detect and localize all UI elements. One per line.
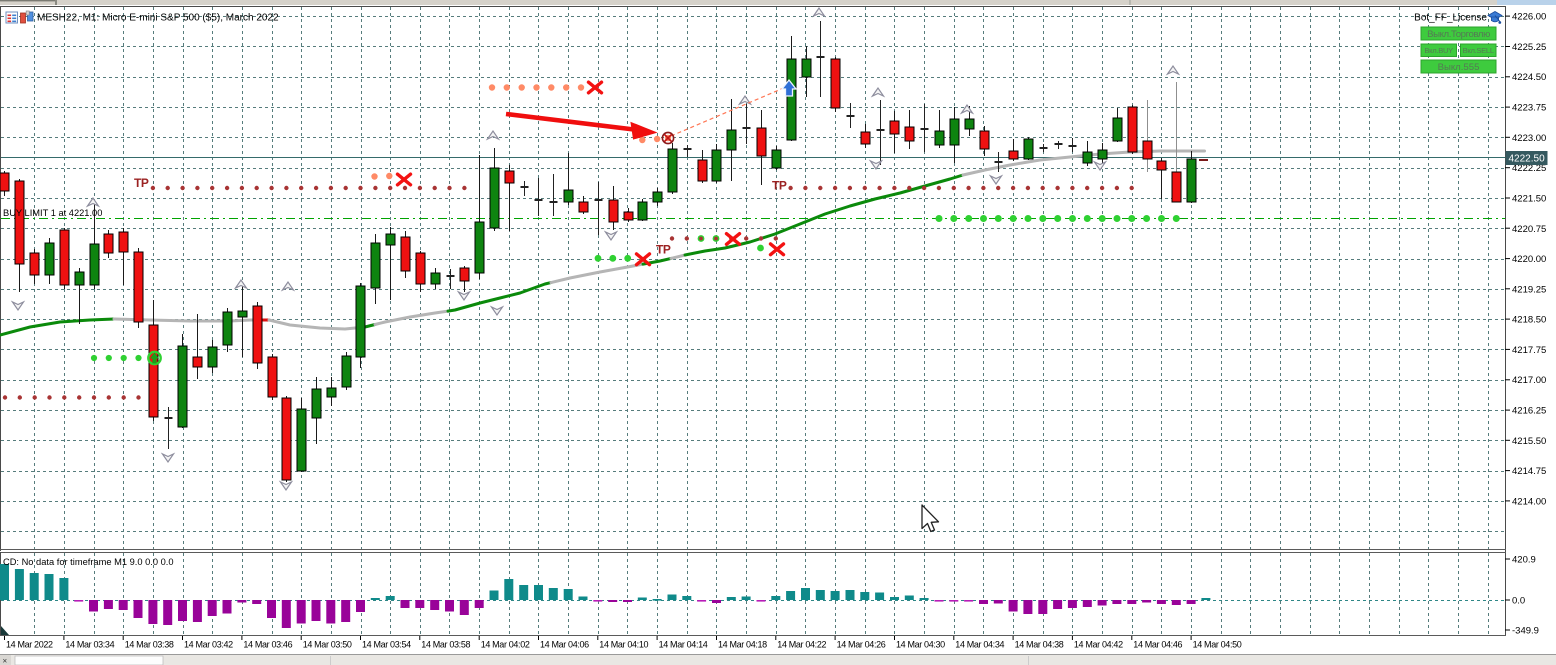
svg-text:14 Mar 03:34: 14 Mar 03:34 (65, 640, 114, 650)
svg-text:4223.00: 4223.00 (1512, 133, 1546, 144)
svg-text:BUY LIMIT 1 at 4221.00: BUY LIMIT 1 at 4221.00 (3, 208, 102, 218)
svg-text:14 Mar 04:18: 14 Mar 04:18 (718, 640, 767, 650)
svg-text:TP: TP (772, 179, 787, 193)
svg-text:14 Mar 04:42: 14 Mar 04:42 (1074, 640, 1123, 650)
svg-text:14 Mar 04:06: 14 Mar 04:06 (540, 640, 589, 650)
svg-text:0.0: 0.0 (1512, 596, 1525, 607)
svg-text:4220.00: 4220.00 (1512, 254, 1546, 265)
svg-text:4219.25: 4219.25 (1512, 284, 1546, 295)
svg-text:Выкл.555: Выкл.555 (1438, 62, 1480, 73)
svg-text:4214.00: 4214.00 (1512, 496, 1546, 507)
svg-text:14 Mar 04:02: 14 Mar 04:02 (481, 640, 530, 650)
svg-text:4222.25: 4222.25 (1512, 163, 1546, 174)
svg-text:4217.75: 4217.75 (1512, 345, 1546, 356)
svg-text:4226.00: 4226.00 (1512, 12, 1546, 23)
svg-text:×: × (3, 657, 8, 665)
svg-text:14 Mar 03:50: 14 Mar 03:50 (303, 640, 352, 650)
svg-text:14 Mar 04:46: 14 Mar 04:46 (1133, 640, 1182, 650)
svg-text:4225.25: 4225.25 (1512, 42, 1546, 53)
svg-text:Вкл.SELL: Вкл.SELL (1463, 46, 1494, 55)
svg-text:4223.75: 4223.75 (1512, 103, 1546, 114)
svg-text:Вкл.BUY: Вкл.BUY (1424, 46, 1453, 55)
svg-text:14 Mar 2022: 14 Mar 2022 (6, 640, 53, 650)
svg-text:4224.50: 4224.50 (1512, 72, 1546, 83)
svg-text:14 Mar 04:22: 14 Mar 04:22 (777, 640, 826, 650)
svg-text:CD: No data for timeframe M1 9: CD: No data for timeframe M1 9.0 0.0 0.0 (3, 557, 174, 567)
svg-text:4221.50: 4221.50 (1512, 194, 1546, 205)
svg-text:14 Mar 04:14: 14 Mar 04:14 (659, 640, 708, 650)
svg-text:4215.50: 4215.50 (1512, 436, 1546, 447)
svg-text:14 Mar 03:42: 14 Mar 03:42 (184, 640, 233, 650)
svg-text:-349.9: -349.9 (1512, 626, 1539, 637)
svg-text:14 Mar 04:38: 14 Mar 04:38 (1015, 640, 1064, 650)
svg-text:4218.50: 4218.50 (1512, 315, 1546, 326)
svg-text:14 Mar 04:30: 14 Mar 04:30 (896, 640, 945, 650)
svg-text:14 Mar 04:10: 14 Mar 04:10 (599, 640, 648, 650)
svg-text:TP: TP (656, 243, 671, 257)
svg-text:4220.75: 4220.75 (1512, 224, 1546, 235)
svg-text:14 Mar 03:58: 14 Mar 03:58 (421, 640, 470, 650)
svg-text:14 Mar 03:38: 14 Mar 03:38 (125, 640, 174, 650)
svg-text:Выкл.Торговлю: Выкл.Торговлю (1427, 29, 1490, 40)
svg-text:4216.25: 4216.25 (1512, 406, 1546, 417)
svg-text:TP: TP (134, 176, 149, 190)
svg-text:4222.50: 4222.50 (1509, 154, 1546, 165)
svg-text:Bot_FF_License: Bot_FF_License (1414, 13, 1487, 24)
svg-text:4217.00: 4217.00 (1512, 375, 1546, 386)
svg-text:14 Mar 04:50: 14 Mar 04:50 (1193, 640, 1242, 650)
svg-text:14 Mar 04:26: 14 Mar 04:26 (837, 640, 886, 650)
svg-text:14 Mar 03:46: 14 Mar 03:46 (243, 640, 292, 650)
svg-text:14 Mar 03:54: 14 Mar 03:54 (362, 640, 411, 650)
svg-text:4214.75: 4214.75 (1512, 466, 1546, 477)
svg-text:14 Mar 04:34: 14 Mar 04:34 (955, 640, 1004, 650)
svg-text:420.9: 420.9 (1512, 555, 1536, 566)
svg-text:MESH22, M1: Micro E-mini S&P 5: MESH22, M1: Micro E-mini S&P 500 ($5), M… (37, 13, 279, 24)
